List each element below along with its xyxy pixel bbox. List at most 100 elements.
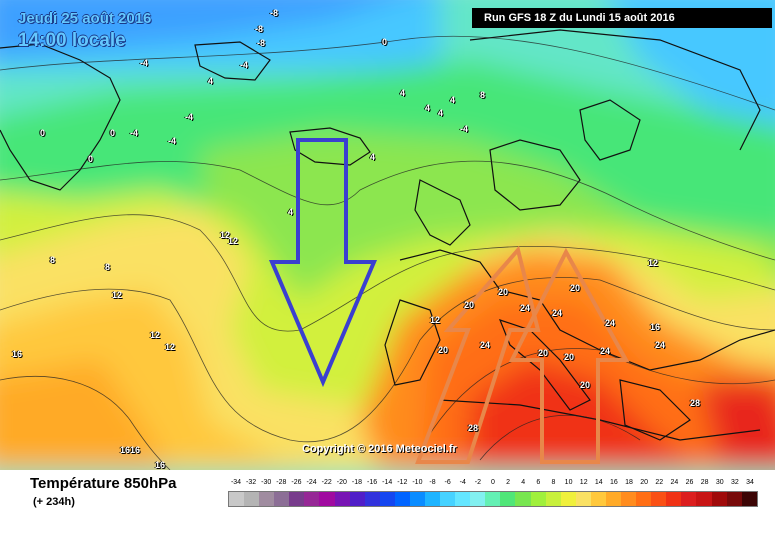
scale-swatch bbox=[727, 492, 742, 506]
scale-swatch bbox=[259, 492, 274, 506]
scale-swatch bbox=[561, 492, 576, 506]
contour-label: 12 bbox=[430, 315, 440, 325]
scale-swatch bbox=[515, 492, 530, 506]
scale-tick-label: -4 bbox=[460, 479, 466, 486]
contour-label: 16 bbox=[650, 322, 660, 332]
scale-tick-label: 12 bbox=[580, 479, 588, 486]
contour-label: 20 bbox=[498, 287, 508, 297]
scale-tick-label: -18 bbox=[352, 479, 362, 486]
contour-label: 12 bbox=[228, 236, 238, 246]
scale-tick-label: -34 bbox=[231, 479, 241, 486]
contour-label: 0 bbox=[88, 154, 93, 164]
contour-label: -8 bbox=[255, 24, 263, 34]
scale-tick-label: 14 bbox=[595, 479, 603, 486]
temperature-map bbox=[0, 0, 775, 470]
scale-tick-label: -6 bbox=[445, 479, 451, 486]
scale-swatch bbox=[546, 492, 561, 506]
contour-label: 16 bbox=[120, 445, 130, 455]
contour-label: 28 bbox=[690, 398, 700, 408]
contour-label: 12 bbox=[112, 290, 122, 300]
copyright-notice: Copyright © 2016 Meteociel.fr bbox=[302, 443, 457, 455]
model-run-label: Run GFS 18 Z du Lundi 15 août 2016 bbox=[472, 8, 772, 28]
contour-label: 20 bbox=[438, 345, 448, 355]
contour-label: 4 bbox=[208, 76, 213, 86]
scale-tick-label: 30 bbox=[716, 479, 724, 486]
scale-tick-label: -32 bbox=[246, 479, 256, 486]
scale-swatch bbox=[470, 492, 485, 506]
contour-label: 20 bbox=[570, 283, 580, 293]
scale-tick-label: 32 bbox=[731, 479, 739, 486]
scale-swatch bbox=[274, 492, 289, 506]
scale-tick-label: -26 bbox=[291, 479, 301, 486]
scale-tick-label: 18 bbox=[625, 479, 633, 486]
scale-swatch bbox=[304, 492, 319, 506]
temperature-field bbox=[0, 0, 775, 470]
contour-label: -4 bbox=[140, 58, 148, 68]
scale-tick-label: 22 bbox=[655, 479, 663, 486]
contour-label: -8 bbox=[257, 38, 265, 48]
scale-swatch bbox=[440, 492, 455, 506]
contour-label: 4 bbox=[370, 152, 375, 162]
contour-label: 4 bbox=[438, 108, 443, 118]
scale-tick-label: -10 bbox=[412, 479, 422, 486]
contour-label: -4 bbox=[168, 136, 176, 146]
contour-label: 24 bbox=[480, 340, 490, 350]
scale-swatch bbox=[666, 492, 681, 506]
scale-tick-label: 10 bbox=[565, 479, 573, 486]
contour-label: 24 bbox=[520, 303, 530, 313]
color-scale bbox=[228, 491, 758, 507]
scale-swatch bbox=[712, 492, 727, 506]
scale-swatch bbox=[244, 492, 259, 506]
scale-tick-label: 8 bbox=[552, 479, 556, 486]
scale-swatch bbox=[621, 492, 636, 506]
scale-swatch bbox=[380, 492, 395, 506]
scale-swatch bbox=[365, 492, 380, 506]
scale-tick-label: -20 bbox=[337, 479, 347, 486]
scale-tick-label: -24 bbox=[307, 479, 317, 486]
scale-swatch bbox=[531, 492, 546, 506]
contour-label: 24 bbox=[655, 340, 665, 350]
contour-label: 20 bbox=[464, 300, 474, 310]
contour-label: 20 bbox=[564, 352, 574, 362]
scale-tick-labels: -34 -32 -30 -28 -26 -24 -22 -20 -18 -16 -14 -12 -10-… bbox=[228, 479, 758, 491]
scale-swatch bbox=[576, 492, 591, 506]
scale-tick-label: -14 bbox=[382, 479, 392, 486]
contour-label: -8 bbox=[270, 8, 278, 18]
contour-label: 24 bbox=[600, 346, 610, 356]
contour-label: 8 bbox=[50, 255, 55, 265]
scale-tick-label: 6 bbox=[536, 479, 540, 486]
scale-swatch bbox=[289, 492, 304, 506]
scale-swatch bbox=[410, 492, 425, 506]
scale-tick-label: -30 bbox=[261, 479, 271, 486]
scale-tick-label: -8 bbox=[429, 479, 435, 486]
contour-label: -4 bbox=[240, 60, 248, 70]
contour-label: 4 bbox=[288, 207, 293, 217]
forecast-date: Jeudi 25 août 2016 bbox=[18, 10, 151, 27]
forecast-time: 14:00 locale bbox=[18, 30, 126, 52]
scale-swatch bbox=[395, 492, 410, 506]
contour-label: -4 bbox=[185, 112, 193, 122]
scale-tick-label: 4 bbox=[521, 479, 525, 486]
scale-swatch bbox=[455, 492, 470, 506]
contour-label: 0 bbox=[40, 128, 45, 138]
scale-tick-label: 24 bbox=[671, 479, 679, 486]
scale-swatch bbox=[335, 492, 350, 506]
scale-tick-label: 26 bbox=[686, 479, 694, 486]
contour-label: -4 bbox=[130, 128, 138, 138]
scale-swatch bbox=[350, 492, 365, 506]
scale-swatch bbox=[425, 492, 440, 506]
contour-label: 12 bbox=[648, 258, 658, 268]
scale-swatch bbox=[681, 492, 696, 506]
contour-label: 12 bbox=[150, 330, 160, 340]
scale-swatch bbox=[319, 492, 334, 506]
contour-label: 4 bbox=[400, 88, 405, 98]
contour-label: 12 bbox=[165, 342, 175, 352]
scale-tick-label: -2 bbox=[475, 479, 481, 486]
contour-label: 20 bbox=[580, 380, 590, 390]
scale-tick-label: 0 bbox=[491, 479, 495, 486]
scale-tick-label: 28 bbox=[701, 479, 709, 486]
contour-label: 0 bbox=[110, 128, 115, 138]
scale-swatch bbox=[500, 492, 515, 506]
contour-label: 16 bbox=[155, 460, 165, 470]
scale-tick-label: 20 bbox=[640, 479, 648, 486]
